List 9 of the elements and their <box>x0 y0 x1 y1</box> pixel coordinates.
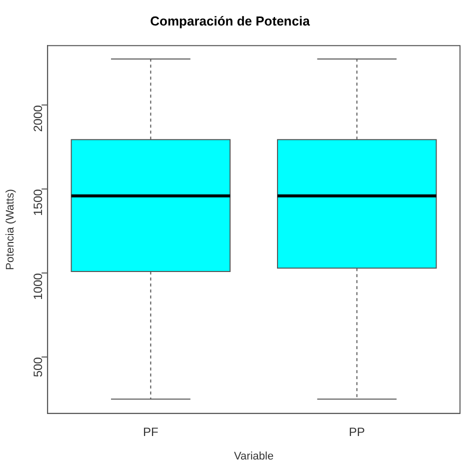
x-tick-label: PF <box>143 424 158 439</box>
x-axis-title: Variable <box>234 450 274 462</box>
x-tick-label: PP <box>348 424 365 439</box>
y-axis-title: Potencia (Watts) <box>4 189 17 270</box>
y-tick-label: 500 <box>30 356 45 378</box>
y-tick-label: 2000 <box>30 104 45 132</box>
chart-title: Comparación de Potencia <box>150 13 311 28</box>
y-tick-label: 1500 <box>30 188 45 216</box>
y-tick-label: 1000 <box>30 272 45 300</box>
